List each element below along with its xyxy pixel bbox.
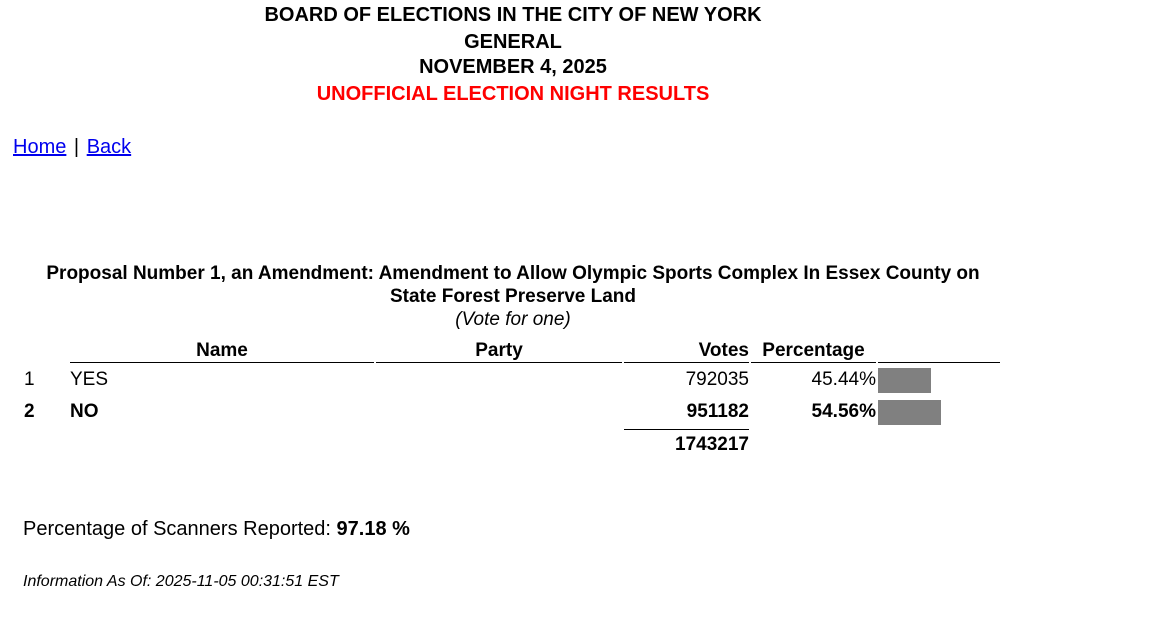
header-percentage: Percentage	[751, 338, 876, 363]
nav-separator: |	[73, 136, 80, 158]
vote-for-instruction: (Vote for one)	[455, 309, 571, 330]
header-votes: Votes	[624, 338, 749, 363]
election-type: GENERAL	[464, 31, 562, 53]
table-row: 2 NO 951182 54.56%	[22, 397, 1000, 427]
choice-votes: 792035	[685, 369, 749, 390]
election-date: NOVEMBER 4, 2025	[419, 56, 607, 78]
unofficial-results-banner: UNOFFICIAL ELECTION NIGHT RESULTS	[316, 83, 710, 105]
choice-percentage: 45.44%	[811, 369, 876, 390]
table-row: 1 YES 792035 45.44%	[22, 365, 1000, 395]
choice-party	[376, 365, 622, 395]
contest-title-line2: State Forest Preserve Land	[389, 286, 637, 307]
row-number: 1	[24, 369, 35, 390]
contest-title-line1: Proposal Number 1, an Amendment: Amendme…	[46, 263, 980, 284]
information-timestamp: Information As Of: 2025-11-05 00:31:51 E…	[23, 573, 339, 590]
table-header-row: Name Party Votes Percentage	[22, 338, 1000, 363]
choice-name: NO	[70, 401, 99, 422]
scanners-label: Percentage of Scanners Reported:	[23, 518, 331, 540]
total-votes: 1743217	[624, 429, 749, 460]
page-header: BOARD OF ELECTIONS IN THE CITY OF NEW YO…	[0, 3, 1026, 107]
choice-percentage: 54.56%	[811, 401, 876, 422]
choice-party	[376, 397, 622, 427]
results-table: Name Party Votes Percentage 1 YES 792035…	[20, 336, 1002, 462]
nav-links: Home | Back	[13, 136, 131, 159]
back-link[interactable]: Back	[86, 136, 132, 158]
header-party: Party	[376, 338, 622, 363]
choice-name: YES	[70, 369, 109, 390]
percentage-bar	[878, 399, 941, 425]
contest-title: Proposal Number 1, an Amendment: Amendme…	[0, 262, 1026, 308]
percentage-bar	[878, 367, 931, 393]
board-title: BOARD OF ELECTIONS IN THE CITY OF NEW YO…	[264, 4, 762, 26]
header-bar	[878, 338, 1000, 363]
scanners-value: 97.18 %	[336, 518, 410, 540]
header-number	[22, 338, 68, 363]
home-link[interactable]: Home	[13, 136, 67, 158]
header-name: Name	[70, 338, 374, 363]
row-number: 2	[24, 401, 35, 422]
scanners-reported: Percentage of Scanners Reported: 97.18 %	[23, 518, 410, 541]
total-row: 1743217	[22, 429, 1000, 460]
choice-votes: 951182	[686, 401, 749, 422]
